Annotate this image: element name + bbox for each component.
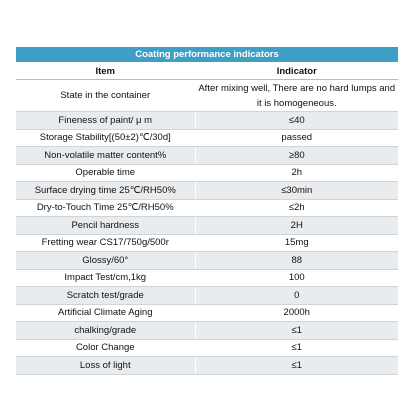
- table-row: Dry-to-Touch Time 25℃/RH50% ≤2h: [16, 199, 398, 217]
- table-row: chalking/grade ≤1: [16, 321, 398, 340]
- item-cell: Color Change: [16, 339, 196, 357]
- table-row: Pencil hardness 2H: [16, 216, 398, 235]
- indicator-cell: 88: [195, 251, 398, 270]
- item-cell: Scratch test/grade: [16, 286, 196, 305]
- table-row: Fretting wear CS17/750g/500r 15mg: [16, 234, 398, 252]
- indicator-cell: 2H: [195, 216, 398, 235]
- indicator-cell: 2h: [195, 164, 398, 182]
- table-row: Operable time 2h: [16, 164, 398, 182]
- table-row: Color Change ≤1: [16, 339, 398, 357]
- table-header-row: Item Indicator: [16, 62, 398, 80]
- item-cell: Pencil hardness: [16, 216, 196, 235]
- table-row: Glossy/60° 88: [16, 251, 398, 270]
- item-cell: Dry-to-Touch Time 25℃/RH50%: [16, 199, 196, 217]
- item-cell: chalking/grade: [16, 321, 196, 340]
- indicator-cell: 2000h: [195, 304, 398, 322]
- item-cell: Storage Stability[(50±2)℃/30d]: [16, 129, 196, 147]
- column-header-indicator: Indicator: [195, 62, 398, 80]
- item-cell: Artificial Climate Aging: [16, 304, 196, 322]
- indicator-cell: 0: [195, 286, 398, 305]
- item-cell: Loss of light: [16, 356, 196, 375]
- indicator-cell: passed: [195, 129, 398, 147]
- coating-performance-table: Coating performance indicators Item Indi…: [16, 47, 398, 375]
- item-cell: State in the container: [16, 79, 196, 112]
- item-cell: Operable time: [16, 164, 196, 182]
- table-row: Loss of light ≤1: [16, 356, 398, 375]
- table-row: Artificial Climate Aging 2000h: [16, 304, 398, 322]
- indicator-cell: ≤30min: [195, 181, 398, 200]
- table-row: Impact Test/cm,1kg 100: [16, 269, 398, 287]
- item-cell: Surface drying time 25℃/RH50%: [16, 181, 196, 200]
- table-title: Coating performance indicators: [16, 47, 398, 63]
- column-header-item: Item: [16, 62, 196, 80]
- performance-table-container: Coating performance indicators Item Indi…: [16, 47, 398, 375]
- indicator-cell: ≤2h: [195, 199, 398, 217]
- indicator-cell: After mixing well, There are no hard lum…: [195, 79, 398, 112]
- item-cell: Fineness of paint/ μ m: [16, 111, 196, 130]
- indicator-cell: ≥80: [195, 146, 398, 165]
- indicator-cell: ≤1: [195, 339, 398, 357]
- table-row: Surface drying time 25℃/RH50% ≤30min: [16, 181, 398, 200]
- table-row: Scratch test/grade 0: [16, 286, 398, 305]
- table-row: Non-volatile matter content% ≥80: [16, 146, 398, 165]
- item-cell: Glossy/60°: [16, 251, 196, 270]
- item-cell: Fretting wear CS17/750g/500r: [16, 234, 196, 252]
- indicator-cell: 100: [195, 269, 398, 287]
- table-title-row: Coating performance indicators: [16, 47, 398, 63]
- table-row: Storage Stability[(50±2)℃/30d] passed: [16, 129, 398, 147]
- item-cell: Impact Test/cm,1kg: [16, 269, 196, 287]
- table-row: State in the container After mixing well…: [16, 79, 398, 112]
- table-row: Fineness of paint/ μ m ≤40: [16, 111, 398, 130]
- indicator-cell: ≤1: [195, 321, 398, 340]
- indicator-cell: ≤1: [195, 356, 398, 375]
- item-cell: Non-volatile matter content%: [16, 146, 196, 165]
- indicator-cell: ≤40: [195, 111, 398, 130]
- indicator-cell: 15mg: [195, 234, 398, 252]
